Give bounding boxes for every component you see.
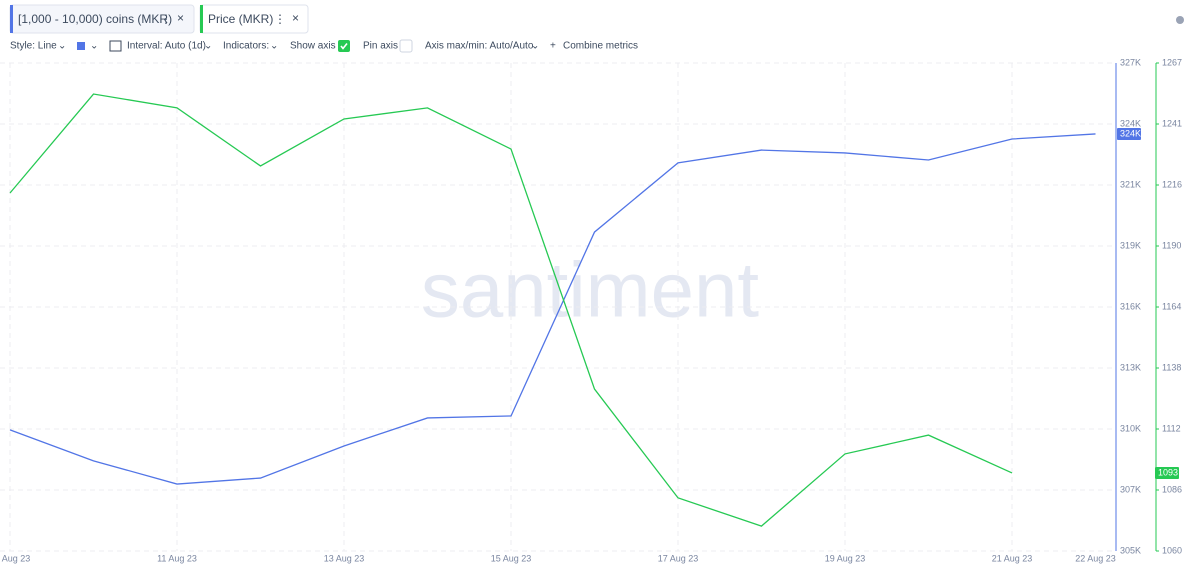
x-tick-label: 13 Aug 23 [324, 553, 365, 563]
y-tick-label: 313K [1120, 362, 1141, 372]
chip-menu[interactable]: ⋮ [274, 12, 286, 26]
y-tick-label: 310K [1120, 423, 1141, 433]
chip-color [10, 5, 13, 33]
settings-dot[interactable] [1176, 16, 1184, 24]
series-line [9, 93, 1013, 527]
checkbox[interactable] [399, 39, 413, 53]
check [340, 43, 348, 50]
pin-axis[interactable]: Pin axis [363, 41, 398, 52]
chip-menu[interactable]: ⋮ [160, 12, 172, 26]
interval-icon [109, 40, 122, 52]
color-picker[interactable] [77, 42, 85, 50]
y-tick-label: 324K [1120, 118, 1141, 128]
y-tick-label: 316K [1120, 301, 1141, 311]
y2-tick-label: 1216 [1162, 179, 1182, 189]
y2-tick-label: 1086 [1162, 484, 1182, 494]
last-value-label: 324K [1120, 128, 1141, 138]
interval-select[interactable]: Interval: Auto (1d) [127, 41, 206, 52]
last-value-label: 1093 [1158, 467, 1178, 477]
series-line [9, 133, 1096, 485]
y-tick-label: 327K [1120, 57, 1141, 67]
y2-tick-label: 1138 [1162, 362, 1181, 372]
chevron: ⌄ [531, 41, 539, 52]
show-axis[interactable]: Show axis [290, 41, 336, 52]
watermark: santiment [421, 246, 759, 334]
chevron: ⌄ [58, 41, 66, 52]
y2-tick-label: 1060 [1162, 545, 1182, 555]
last-value-badge [1117, 127, 1141, 140]
x-tick-label: 19 Aug 23 [825, 553, 866, 563]
x-tick-label: 15 Aug 23 [491, 553, 532, 563]
chevron: ⌄ [204, 41, 212, 52]
plus: + [550, 41, 556, 52]
y-tick-label: 307K [1120, 484, 1141, 494]
plot: 305K 307K 310K 313K 316K 319K 321K 324K 327K 1060… [0, 57, 1182, 563]
chip-close[interactable]: × [292, 11, 299, 25]
chip-close[interactable]: × [177, 11, 184, 25]
y-tick-label: 319K [1120, 240, 1141, 250]
axis-minmax[interactable]: Axis max/min: Auto/Auto [425, 41, 534, 52]
y-tick-label: 305K [1120, 545, 1141, 555]
y2-tick-label: 1190 [1162, 240, 1181, 250]
indicators-select[interactable]: Indicators: [223, 41, 269, 52]
chevron: ⌄ [270, 41, 278, 52]
y2-tick-label: 1267 [1162, 57, 1182, 67]
y2-tick-label: 1164 [1162, 301, 1181, 311]
metric-name: Price (MKR) [208, 12, 273, 26]
combine-metrics[interactable]: Combine metrics [563, 41, 638, 52]
style-select[interactable]: Style: Line [10, 41, 57, 52]
x-tick-label: 11 Aug 23 [157, 553, 197, 563]
x-tick-label: 22 Aug 23 [1075, 553, 1116, 563]
y-tick-label: 321K [1120, 179, 1141, 189]
y2-tick-label: 1112 [1162, 423, 1181, 433]
chip-color [200, 5, 203, 33]
chevron: ⌄ [90, 41, 98, 52]
x-tick-label: 17 Aug 23 [658, 553, 699, 563]
x-tick-label: 09 Aug 23 [0, 553, 30, 563]
metric-name: [1,000 - 10,000) coins (MKR) [18, 12, 172, 26]
x-tick-label: 21 Aug 23 [992, 553, 1033, 563]
y2-tick-label: 1241 [1162, 118, 1182, 128]
last-value-badge [1155, 466, 1179, 479]
